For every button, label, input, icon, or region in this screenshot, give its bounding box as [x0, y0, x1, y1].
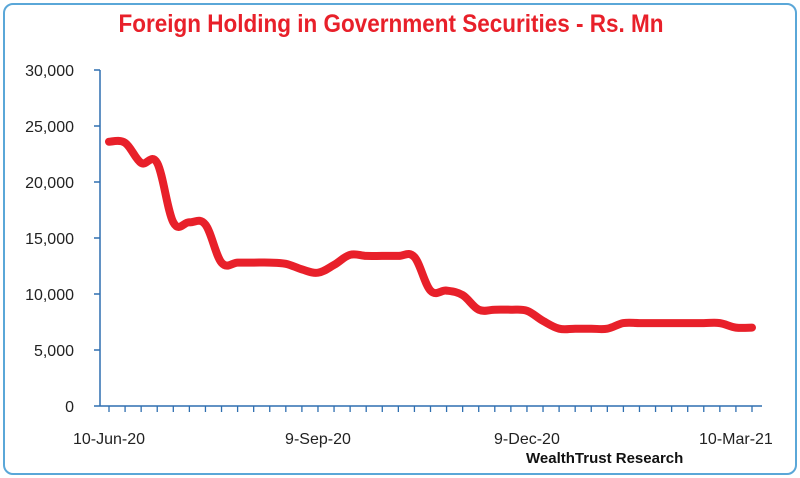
x-tick-label: 10-Jun-20: [73, 431, 145, 448]
chart-title: Foreign Holding in Government Securities…: [118, 10, 664, 38]
x-tick-label: 10-Mar-21: [699, 431, 773, 448]
y-tick-label: 20,000: [25, 175, 74, 192]
y-tick-label: 0: [65, 399, 74, 416]
x-axis: 10-Jun-20 9-Sep-20 9-Dec-20 10-Mar-21: [73, 405, 773, 448]
y-axis: 0 5,000 10,000 15,000 20,000 25,000 30,000: [25, 63, 101, 416]
x-tick-label: 9-Sep-20: [285, 431, 351, 448]
y-tick-label: 25,000: [25, 119, 74, 136]
y-tick-label: 10,000: [25, 287, 74, 304]
chart-frame: [3, 3, 797, 475]
series-line: [105, 136, 756, 334]
y-tick-label: 5,000: [34, 343, 74, 360]
y-tick-label: 30,000: [25, 63, 74, 80]
x-tick-label: 9-Dec-20: [494, 431, 560, 448]
y-tick-label: 15,000: [25, 231, 74, 248]
source-label: WealthTrust Research: [526, 450, 684, 467]
